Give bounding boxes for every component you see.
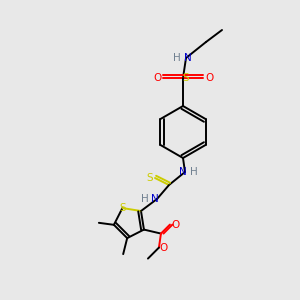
Text: N: N	[179, 167, 187, 177]
Text: S: S	[183, 73, 189, 83]
Text: H: H	[190, 167, 198, 177]
Text: S: S	[147, 173, 153, 183]
Text: N: N	[184, 53, 192, 63]
Text: H: H	[141, 194, 149, 204]
Text: N: N	[151, 194, 159, 204]
Text: O: O	[205, 73, 213, 83]
Text: S: S	[119, 203, 126, 213]
Text: O: O	[160, 243, 168, 253]
Text: H: H	[173, 53, 181, 63]
Text: O: O	[153, 73, 161, 83]
Text: O: O	[172, 220, 180, 230]
